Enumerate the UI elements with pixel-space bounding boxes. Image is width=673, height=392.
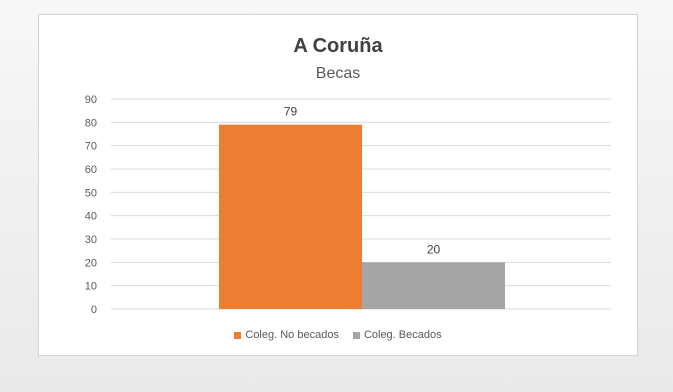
legend-label: Coleg. No becados [245, 329, 339, 341]
chart-plot-area: 0 10 20 30 40 50 60 70 80 90 79 20 [85, 94, 611, 316]
y-tick-label: 90 [85, 94, 97, 106]
y-tick-label: 50 [85, 187, 97, 199]
y-tick-label: 30 [85, 234, 97, 246]
legend-item-becados: Coleg. Becados [352, 329, 442, 341]
data-label: 79 [284, 105, 298, 119]
y-tick-label: 80 [85, 117, 97, 129]
legend-swatch [352, 331, 360, 339]
chart-title: A Coruña [293, 35, 383, 57]
legend-swatch [234, 331, 242, 339]
chart-subtitle: Becas [315, 65, 361, 82]
y-tick-label: 70 [85, 141, 97, 153]
bars [219, 124, 505, 310]
y-axis-ticks: 0 10 20 30 40 50 60 70 80 90 [85, 94, 97, 316]
bar-no-becados [219, 124, 362, 310]
data-labels: 79 20 [284, 105, 441, 257]
legend-label: Coleg. Becados [363, 329, 442, 341]
chart-frame: A Coruña Becas 0 10 20 30 40 50 60 70 80 90 79 20 … [38, 14, 638, 356]
y-tick-label: 10 [85, 281, 97, 293]
y-tick-label: 40 [85, 211, 97, 223]
y-tick-label: 60 [85, 164, 97, 176]
data-label: 20 [427, 242, 441, 256]
y-tick-label: 20 [85, 257, 97, 269]
legend-item-no-becados: Coleg. No becados [234, 329, 339, 341]
bar-becados [362, 262, 505, 309]
chart-legend: Coleg. No becados Coleg. Becados [39, 329, 637, 341]
y-tick-label: 0 [91, 304, 97, 316]
